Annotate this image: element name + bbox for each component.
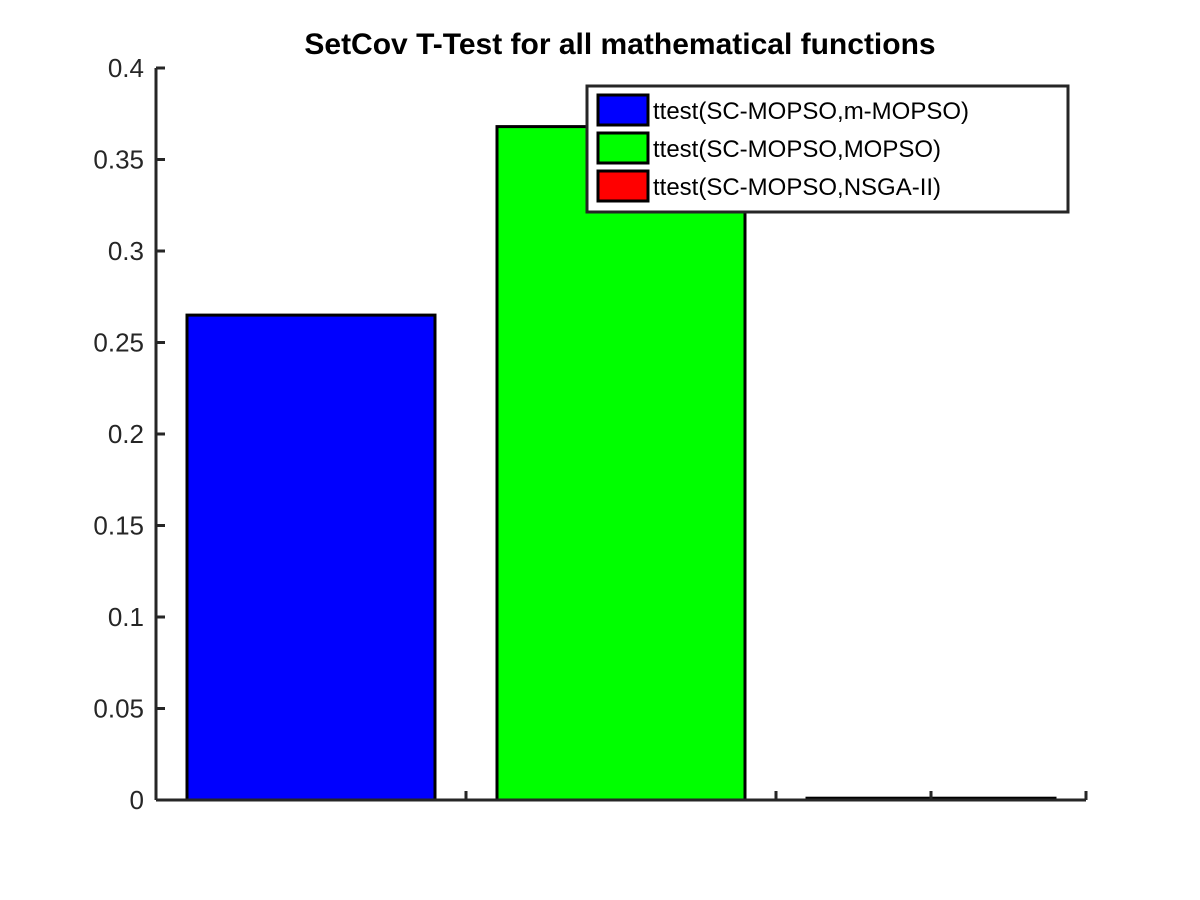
legend: ttest(SC-MOPSO,m-MOPSO) ttest(SC-MOPSO,MO… xyxy=(585,84,1070,214)
legend-swatch-3 xyxy=(596,169,650,203)
y-tick-label: 0.2 xyxy=(108,419,144,449)
y-tick-label: 0.1 xyxy=(108,602,144,632)
bar-2 xyxy=(495,125,747,802)
legend-swatch-2 xyxy=(596,131,650,165)
legend-swatch-1 xyxy=(596,93,650,127)
chart-title: SetCov T-Test for all mathematical funct… xyxy=(304,28,935,61)
y-tick-label: 0.35 xyxy=(93,145,144,175)
y-tick-label: 0.15 xyxy=(93,511,144,541)
y-tick-label: 0 xyxy=(130,785,144,815)
bar-1 xyxy=(185,313,437,802)
y-tick-label: 0.3 xyxy=(108,236,144,266)
bars-group xyxy=(185,125,1057,802)
y-tick-label: 0.4 xyxy=(108,53,144,83)
axes-group: 0 0.05 0.1 0.15 0.2 0.25 0.3 0.35 0.4 xyxy=(93,53,1088,815)
legend-label-3: ttest(SC-MOPSO,NSGA-II) xyxy=(653,174,941,201)
legend-label-2: ttest(SC-MOPSO,MOPSO) xyxy=(653,136,941,163)
legend-box xyxy=(585,84,1070,214)
y-tick-label: 0.05 xyxy=(93,694,144,724)
y-tick-label: 0.25 xyxy=(93,328,144,358)
legend-label-1: ttest(SC-MOPSO,m-MOPSO) xyxy=(653,98,969,125)
